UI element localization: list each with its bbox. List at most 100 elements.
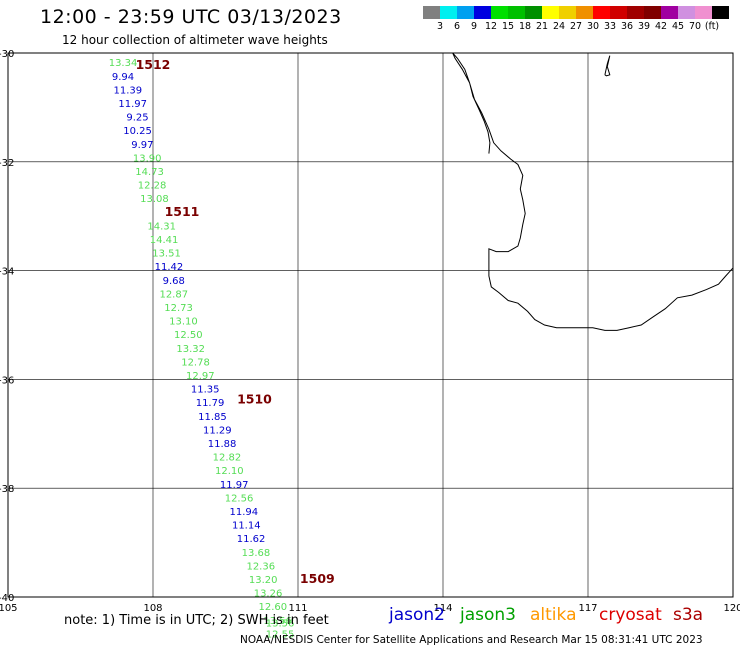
color-swatch-17 (712, 6, 729, 19)
wave-height-value: 12.55 (266, 629, 295, 640)
wave-height-value: 11.62 (237, 534, 266, 545)
wave-height-value: 12.87 (159, 289, 188, 300)
coastline (452, 53, 733, 331)
lat-tick-label: -30 (0, 49, 14, 60)
wave-height-value: 13.20 (249, 575, 278, 586)
color-swatch-1 (440, 6, 457, 19)
color-swatch-14 (661, 6, 678, 19)
legend-item-altika: altika (530, 605, 577, 625)
color-swatch-13 (644, 6, 661, 19)
wave-height-value: 9.97 (131, 140, 153, 151)
color-scale-label: 30 (587, 21, 599, 32)
legend-item-jason2: jason2 (389, 605, 445, 625)
track-time-label: 1512 (136, 57, 171, 72)
lat-tick-label: -34 (0, 267, 14, 278)
lat-tick-label: -38 (0, 484, 14, 495)
wave-height-value: 11.97 (118, 99, 147, 110)
wave-height-value: 12.36 (246, 561, 275, 572)
lon-tick-label: 111 (288, 603, 307, 614)
wave-height-value: 12.56 (225, 493, 254, 504)
color-scale-label: 9 (471, 21, 477, 32)
lat-tick-label: -32 (0, 158, 14, 169)
page-title: 12:00 - 23:59 UTC 03/13/2023 (40, 6, 342, 28)
lat-tick-label: -36 (0, 375, 14, 386)
wave-height-value: 12.78 (181, 357, 210, 368)
color-swatch-10 (593, 6, 610, 19)
wave-height-value: 11.85 (198, 412, 227, 423)
wave-height-value: 11.14 (232, 521, 261, 532)
color-swatch-12 (627, 6, 644, 19)
color-scale-label: 24 (553, 21, 565, 32)
color-swatch-5 (508, 6, 525, 19)
wave-height-value: 13.68 (242, 548, 271, 559)
wave-height-value: 14.73 (135, 167, 164, 178)
wave-height-value: 9.68 (163, 276, 185, 287)
color-scale-label: 70 (689, 21, 701, 32)
credit-line: NOAA/NESDIS Center for Satellite Applica… (240, 634, 703, 646)
legend-item-cryosat: cryosat (599, 605, 662, 625)
color-scale-label: 36 (621, 21, 633, 32)
wave-height-value: 12.10 (215, 466, 244, 477)
wave-height-value: 11.97 (220, 480, 249, 491)
wave-height-value: 13.56 (263, 616, 292, 627)
color-scale-label: 42 (655, 21, 667, 32)
wave-height-value: 13.56 (266, 619, 295, 630)
wave-height-value: 13.26 (254, 589, 283, 600)
color-scale-label: 39 (638, 21, 650, 32)
wave-height-value: 12.82 (213, 453, 242, 464)
color-scale-label: 6 (454, 21, 460, 32)
wave-height-value: 13.90 (133, 153, 162, 164)
wave-height-value: 12.60 (259, 602, 288, 613)
color-scale-bar: 3 6 9 12 15 18 21 24 27 30 33 36 39 42 45 70 (ft) (423, 6, 729, 32)
wave-height-value: 14.31 (147, 221, 176, 232)
color-swatch-9 (576, 6, 593, 19)
color-swatch-7 (542, 6, 559, 19)
color-scale-label: 18 (519, 21, 531, 32)
color-scale-label: 12 (485, 21, 497, 32)
wave-height-value: 12.28 (138, 181, 167, 192)
wave-height-value: 13.08 (140, 194, 169, 205)
wave-height-value: 12.50 (174, 330, 203, 341)
lon-tick-label: 120 (723, 603, 740, 614)
color-swatch-15 (678, 6, 695, 19)
legend-item-jason3: jason3 (460, 605, 516, 625)
wave-height-value: 9.25 (126, 113, 148, 124)
wave-height-value: 12.73 (164, 303, 193, 314)
track-time-label: 1510 (237, 391, 272, 406)
color-swatch-11 (610, 6, 627, 19)
color-swatch-8 (559, 6, 576, 19)
color-swatch-6 (525, 6, 542, 19)
lon-tick-label: 117 (578, 603, 597, 614)
color-swatch-2 (457, 6, 474, 19)
lon-tick-label: 108 (143, 603, 162, 614)
color-swatch-4 (491, 6, 508, 19)
legend-item-s3a: s3a (673, 605, 704, 625)
color-swatch-0 (423, 6, 440, 19)
wave-height-value: 13.51 (152, 249, 181, 260)
color-scale-label: 3 (437, 21, 443, 32)
footnote: note: 1) Time is in UTC; 2) SWH is in fe… (64, 613, 329, 628)
color-swatch-16 (695, 6, 712, 19)
color-scale-label: 45 (672, 21, 684, 32)
lon-tick-label: 114 (433, 603, 452, 614)
lon-tick-label: 105 (0, 603, 18, 614)
wave-height-value: 11.94 (230, 507, 259, 518)
color-scale-label: 15 (502, 21, 514, 32)
color-scale-label: (ft) (705, 21, 719, 32)
wave-height-value: 9.94 (112, 72, 134, 83)
wave-height-value: 13.34 (109, 58, 138, 69)
wave-height-value: 11.29 (203, 425, 232, 436)
map-frame (7, 52, 734, 598)
wave-height-value: 11.79 (196, 398, 225, 409)
color-scale-label: 27 (570, 21, 582, 32)
wave-height-value: 13.10 (169, 317, 198, 328)
wave-height-value: 14.41 (150, 235, 179, 246)
page-subtitle: 12 hour collection of altimeter wave hei… (62, 33, 328, 47)
wave-height-value: 13.32 (176, 344, 205, 355)
wave-height-value: 12.97 (186, 371, 215, 382)
color-scale-label: 21 (536, 21, 548, 32)
wave-height-value: 11.35 (191, 385, 220, 396)
wave-height-value: 10.25 (123, 126, 152, 137)
